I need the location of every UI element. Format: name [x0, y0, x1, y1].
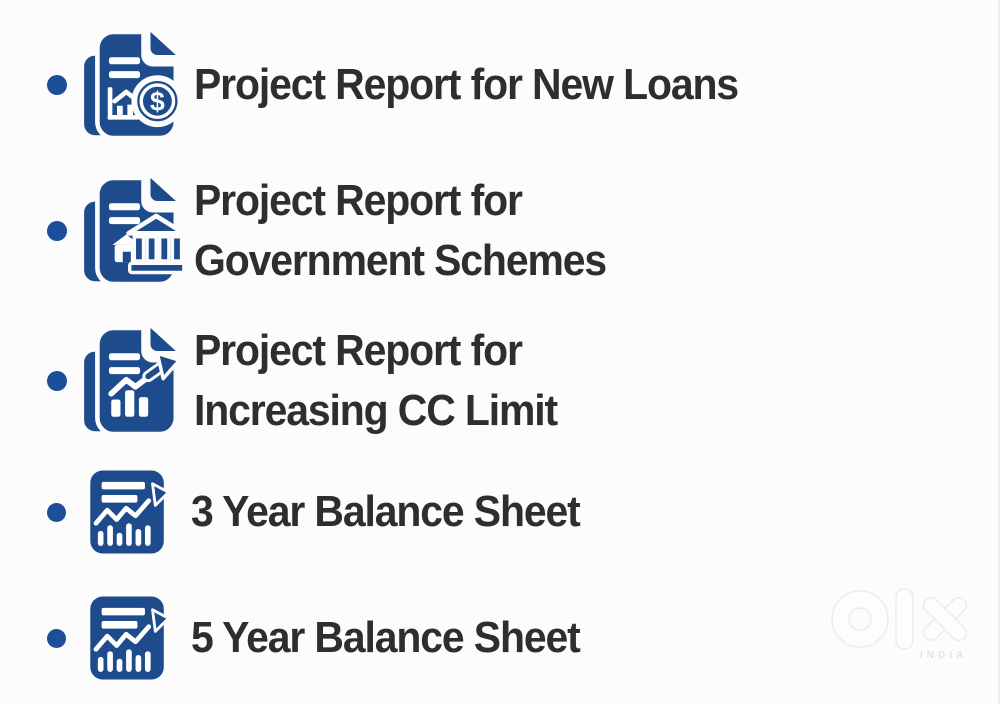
report-growth-icon — [72, 318, 192, 444]
list-item: Project Report for Government Schemes — [0, 164, 998, 298]
list-item-label: Project Report for New Loans — [194, 60, 739, 109]
balance-sheet-icon — [79, 589, 177, 687]
list-item: $ Project Report for New Loans — [0, 18, 998, 152]
bullet-icon — [47, 75, 67, 95]
olx-watermark: INDIA — [830, 588, 980, 678]
report-government-icon — [72, 168, 192, 294]
olx-country-label: INDIA — [920, 650, 968, 661]
report-money-icon: $ — [72, 22, 192, 148]
list-item: Project Report for Increasing CC Limit — [0, 314, 998, 448]
bullet-icon — [47, 221, 67, 241]
list-item-label: 5 Year Balance Sheet — [191, 613, 581, 662]
svg-text:$: $ — [150, 86, 165, 116]
olx-logo-icon — [831, 588, 968, 650]
list-item: 5 Year Balance Sheet — [0, 588, 998, 688]
bullet-icon — [47, 502, 66, 522]
list-item-label: Project Report for Government Schemes — [194, 176, 607, 285]
bullet-icon — [47, 628, 66, 648]
list-item-label: 3 Year Balance Sheet — [191, 487, 581, 536]
list-item-label: Project Report for Increasing CC Limit — [194, 326, 558, 435]
list-item: 3 Year Balance Sheet — [0, 462, 998, 562]
bullet-icon — [47, 371, 67, 391]
balance-sheet-icon — [79, 463, 177, 561]
